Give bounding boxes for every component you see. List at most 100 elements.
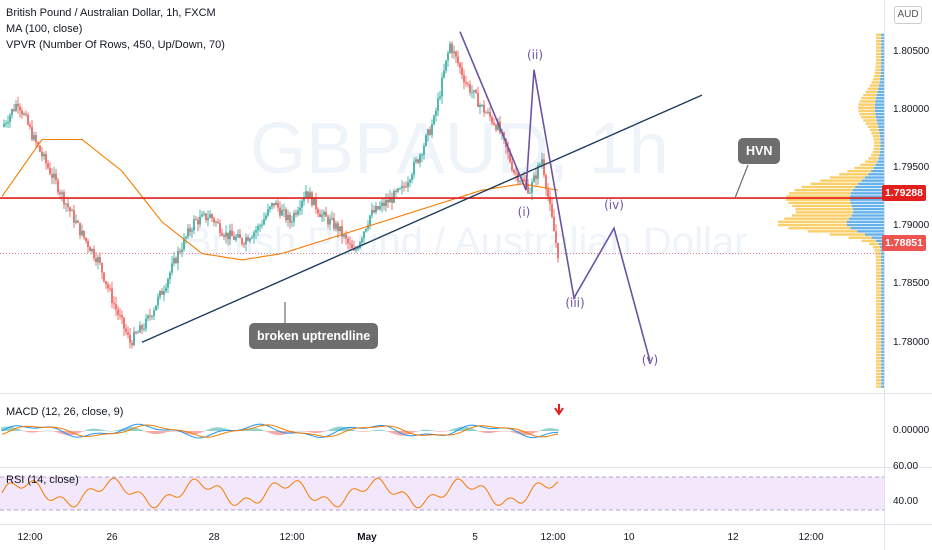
macd-histogram-bar bbox=[481, 431, 483, 433]
candle-body bbox=[221, 233, 223, 236]
vpvr-bar-down bbox=[849, 217, 884, 220]
macd-histogram-bar bbox=[99, 429, 101, 431]
vpvr-bar-up bbox=[829, 176, 866, 179]
candle-body bbox=[355, 249, 357, 251]
macd-histogram-bar bbox=[307, 431, 309, 432]
candle-body bbox=[275, 202, 277, 206]
vpvr-bar-up bbox=[874, 144, 881, 147]
macd-histogram-bar bbox=[389, 431, 391, 433]
wave-label-ii[interactable]: (ii) bbox=[526, 48, 544, 62]
macd-histogram-bar bbox=[359, 431, 361, 432]
candle-body bbox=[149, 315, 151, 317]
macd-histogram-bar bbox=[289, 431, 291, 433]
candle-body bbox=[425, 135, 427, 146]
vpvr-bar-up bbox=[820, 179, 862, 182]
wave-label-v[interactable]: (v) bbox=[641, 353, 659, 367]
wave-label-iii[interactable]: (iii) bbox=[565, 296, 585, 310]
vpvr-bar-up bbox=[874, 141, 881, 144]
vpvr-bar-up bbox=[876, 369, 882, 373]
macd-histogram-bar bbox=[477, 430, 479, 432]
macd-signal-line[interactable] bbox=[1, 424, 559, 438]
vpvr-bar-up bbox=[876, 328, 882, 331]
candle-body bbox=[233, 236, 235, 240]
candle-body bbox=[387, 199, 389, 203]
macd-histogram-bar bbox=[197, 431, 199, 434]
candle-body bbox=[321, 214, 323, 217]
macd-histogram-bar bbox=[523, 431, 525, 436]
candle-body bbox=[79, 222, 81, 236]
macd-histogram-bar bbox=[431, 430, 433, 431]
moving-average-line[interactable] bbox=[1, 138, 559, 261]
candle-body bbox=[357, 248, 359, 250]
candle-body bbox=[545, 175, 547, 190]
macd-histogram-bar bbox=[249, 428, 251, 431]
vpvr-bar-up bbox=[876, 331, 882, 334]
vpvr-bar-down bbox=[878, 242, 884, 246]
candle-body bbox=[185, 236, 187, 239]
vpvr-bar-up bbox=[875, 284, 882, 287]
rsi-title[interactable]: RSI (14, close) bbox=[6, 474, 79, 486]
time-tick: 12:00 bbox=[17, 532, 43, 543]
macd-histogram-bar bbox=[485, 431, 487, 434]
vpvr-bar-down bbox=[881, 36, 884, 40]
vpvr-bar-down bbox=[857, 230, 884, 233]
macd-indicator[interactable] bbox=[1, 423, 559, 439]
candle-body bbox=[333, 218, 335, 229]
candle-body bbox=[411, 174, 413, 180]
candle-body bbox=[193, 219, 195, 231]
hvn-callout[interactable]: HVN bbox=[738, 138, 781, 164]
candle-body bbox=[257, 226, 259, 231]
candle-body bbox=[105, 281, 107, 285]
candle-body bbox=[363, 231, 365, 239]
candle-body bbox=[3, 123, 5, 127]
vpvr-bar-down bbox=[880, 144, 884, 147]
macd-histogram-bar bbox=[151, 431, 153, 434]
vpvr-bar-down bbox=[880, 78, 884, 81]
macd-histogram-bar bbox=[361, 431, 363, 432]
wave-label-i[interactable]: (i) bbox=[517, 205, 531, 219]
candle-body bbox=[87, 241, 89, 248]
macd-line[interactable] bbox=[1, 423, 558, 439]
vpvr-bar-up bbox=[876, 303, 882, 306]
elliott-wave-path[interactable] bbox=[459, 31, 651, 362]
candle-body bbox=[345, 234, 347, 239]
trendline-callout[interactable]: broken uptrendline bbox=[249, 323, 379, 349]
vpvr-legend[interactable]: VPVR (Number Of Rows, 450, Up/Down, 70) bbox=[6, 39, 225, 51]
symbol-title[interactable]: British Pound / Australian Dollar, 1h, F… bbox=[6, 7, 216, 19]
vpvr-bar-up bbox=[876, 341, 882, 344]
candle-body bbox=[213, 218, 215, 223]
wave-label-iv[interactable]: (iv) bbox=[604, 198, 624, 212]
macd-histogram-bar bbox=[449, 430, 451, 431]
candle-body bbox=[347, 238, 349, 244]
candlestick-series[interactable] bbox=[3, 41, 559, 349]
vpvr-bar-down bbox=[861, 179, 884, 182]
vpvr-bar-up bbox=[875, 280, 882, 284]
candle-body bbox=[217, 221, 219, 224]
ma-legend[interactable]: MA (100, close) bbox=[6, 23, 83, 35]
candle-body bbox=[451, 43, 453, 54]
macd-histogram-bar bbox=[27, 431, 29, 433]
uptrend-line[interactable] bbox=[141, 94, 703, 343]
macd-histogram-bar bbox=[453, 428, 455, 431]
vpvr-bar-up bbox=[875, 277, 882, 281]
macd-histogram-bar bbox=[21, 430, 23, 432]
candle-body bbox=[147, 315, 149, 319]
candle-body bbox=[457, 56, 459, 64]
candle-body bbox=[415, 159, 417, 162]
macd-histogram-bar bbox=[89, 429, 91, 431]
candle-body bbox=[389, 197, 391, 203]
macd-histogram-bar bbox=[147, 431, 149, 433]
vpvr-bar-up bbox=[876, 312, 882, 315]
macd-title[interactable]: MACD (12, 26, close, 9) bbox=[6, 406, 124, 418]
currency-badge[interactable]: AUD bbox=[894, 6, 922, 24]
vpvr-bar-down bbox=[858, 182, 884, 186]
candle-body bbox=[269, 206, 271, 210]
macd-histogram-bar bbox=[491, 431, 493, 433]
macd-histogram-bar bbox=[111, 430, 113, 432]
rsi-line[interactable] bbox=[1, 477, 559, 509]
candle-body bbox=[5, 123, 7, 125]
macd-histogram-bar bbox=[83, 430, 85, 432]
vpvr-bar-down bbox=[879, 131, 884, 135]
macd-histogram-bar bbox=[513, 431, 515, 433]
